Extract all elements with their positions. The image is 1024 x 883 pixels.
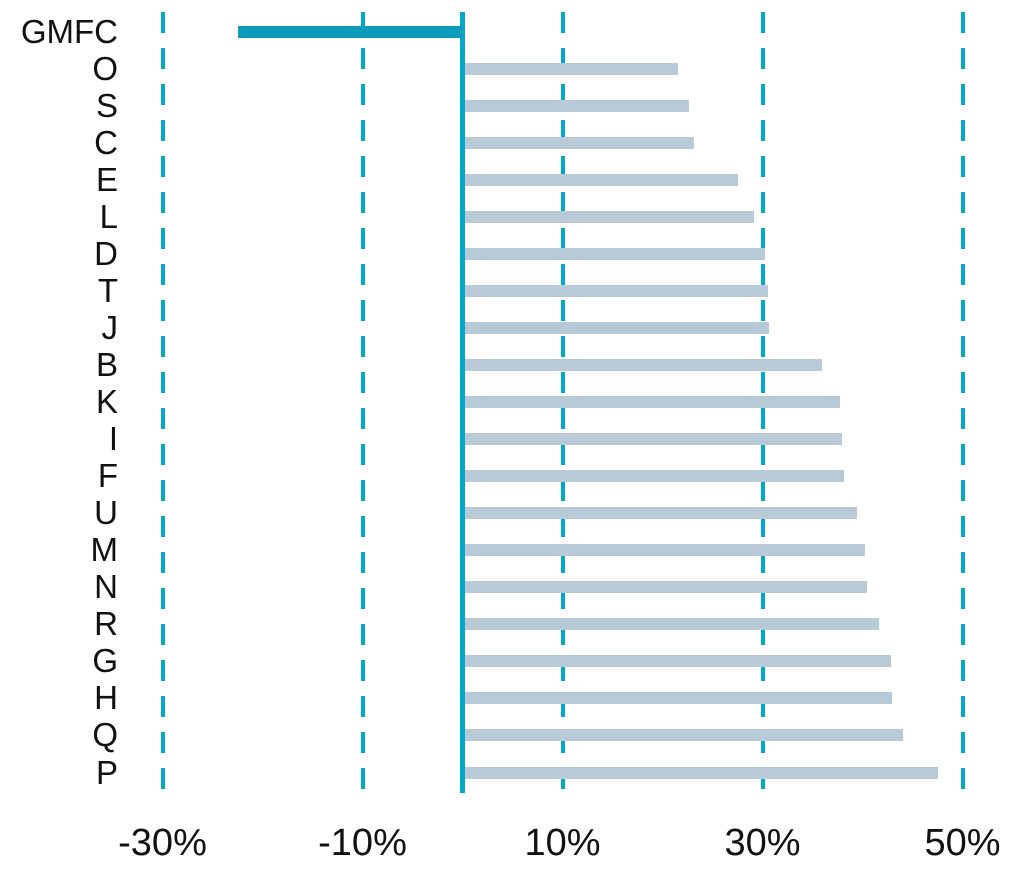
bar-s <box>465 99 689 112</box>
x-tick-label-30pct: 30% <box>724 822 801 864</box>
y-label-j: J <box>101 308 119 346</box>
y-label-i: I <box>108 420 118 458</box>
bar-r <box>465 618 879 631</box>
y-label-o: O <box>92 49 118 87</box>
bar-b <box>465 358 822 371</box>
y-label-m: M <box>90 531 119 569</box>
bar-g <box>465 655 891 668</box>
y-label-s: S <box>95 86 118 124</box>
x-tick-label--30pct: -30% <box>118 822 207 864</box>
y-label-f: F <box>97 457 118 495</box>
y-label-n: N <box>94 568 118 606</box>
bar-l <box>465 210 754 223</box>
gridline--10pct <box>360 12 365 792</box>
gridline-50pct <box>960 12 965 792</box>
y-label-c: C <box>94 123 118 161</box>
bar-o <box>465 62 678 75</box>
bar-j <box>465 321 769 334</box>
bar-e <box>465 173 738 186</box>
bar-n <box>465 581 867 594</box>
bar-i <box>465 433 842 446</box>
bar-q <box>465 729 903 742</box>
x-tick-label-10pct: 10% <box>524 822 601 864</box>
y-label-b: B <box>95 345 118 383</box>
y-label-k: K <box>95 383 118 420</box>
gridline--30pct <box>160 12 165 792</box>
bar-d <box>465 247 765 260</box>
bar-c <box>465 136 694 149</box>
bar-k <box>465 396 840 408</box>
bar-m <box>465 544 865 557</box>
bar-h <box>465 692 892 705</box>
y-label-gmfc: GMFC <box>20 12 118 50</box>
zero-axis-line <box>460 12 465 793</box>
bar-p <box>465 766 938 779</box>
y-label-r: R <box>94 605 118 643</box>
x-tick-label-50pct: 50% <box>924 822 1001 864</box>
y-label-p: P <box>95 753 118 791</box>
y-label-q: Q <box>92 716 118 754</box>
bar-f <box>465 470 844 483</box>
x-tick-label--10pct: -10% <box>318 822 407 864</box>
y-label-l: L <box>99 197 118 235</box>
y-label-d: D <box>94 234 118 272</box>
y-label-t: T <box>97 271 118 309</box>
y-label-g: G <box>92 642 118 680</box>
bar-u <box>465 507 857 520</box>
bar-gmfc <box>237 25 463 38</box>
y-label-h: H <box>94 679 118 717</box>
bar-t <box>465 284 768 297</box>
y-label-e: E <box>95 160 118 198</box>
y-label-u: U <box>94 494 118 532</box>
